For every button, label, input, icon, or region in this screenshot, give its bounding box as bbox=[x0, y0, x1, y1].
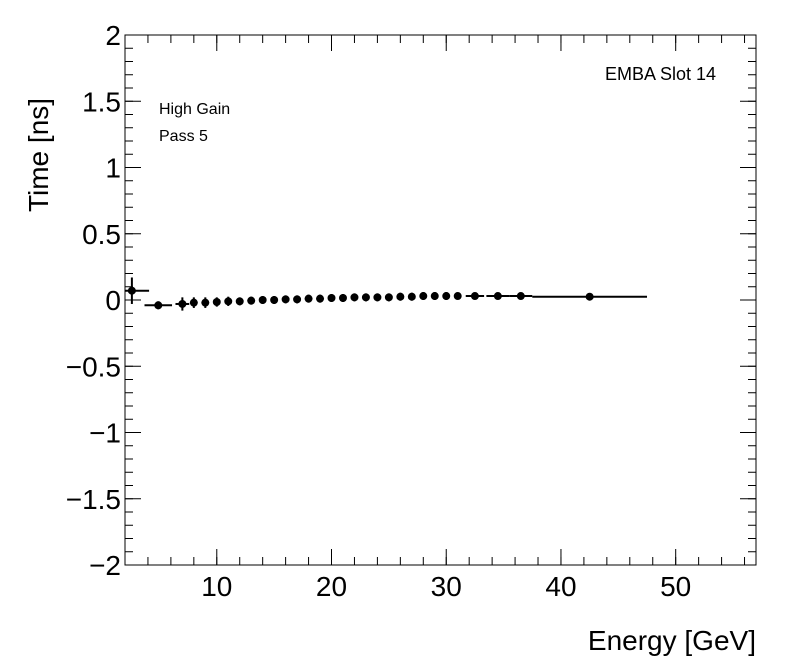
annotation-gain: High Gain bbox=[159, 101, 230, 118]
data-point bbox=[361, 293, 370, 302]
data-point bbox=[189, 297, 198, 308]
data-point bbox=[247, 296, 256, 305]
data-marker bbox=[493, 292, 502, 301]
data-marker bbox=[419, 292, 428, 301]
data-marker bbox=[430, 292, 439, 301]
data-marker bbox=[384, 293, 393, 302]
data-marker bbox=[396, 292, 405, 301]
data-point bbox=[235, 297, 244, 306]
data-marker bbox=[316, 294, 325, 303]
y-tick-label: 1.5 bbox=[82, 86, 121, 117]
data-marker bbox=[235, 297, 244, 306]
data-point bbox=[212, 297, 221, 307]
data-point bbox=[465, 292, 485, 301]
data-marker bbox=[361, 293, 370, 302]
data-point bbox=[258, 296, 267, 304]
data-marker bbox=[258, 296, 267, 304]
y-tick-label: 1 bbox=[105, 153, 121, 184]
data-marker bbox=[453, 292, 462, 301]
data-marker bbox=[154, 301, 163, 310]
data-point bbox=[338, 294, 347, 303]
data-marker bbox=[407, 292, 416, 301]
y-tick-label: 0.5 bbox=[82, 219, 121, 250]
data-marker bbox=[585, 292, 594, 301]
data-point bbox=[407, 292, 416, 301]
data-point bbox=[384, 293, 393, 302]
data-marker bbox=[304, 294, 313, 303]
data-marker bbox=[442, 292, 451, 301]
data-points bbox=[125, 277, 648, 311]
data-point bbox=[144, 301, 173, 310]
data-marker bbox=[293, 295, 302, 304]
x-axis-label: Energy [GeV] bbox=[588, 625, 756, 656]
data-marker bbox=[127, 286, 136, 295]
x-tick-labels: 10 20 30 40 50 bbox=[201, 571, 691, 602]
data-marker bbox=[281, 295, 290, 304]
data-marker bbox=[338, 294, 347, 303]
major-ticks bbox=[125, 34, 756, 566]
data-point bbox=[316, 294, 325, 303]
data-point bbox=[125, 277, 150, 304]
x-tick-label: 30 bbox=[431, 571, 462, 602]
data-point bbox=[396, 292, 405, 301]
data-marker bbox=[189, 298, 198, 307]
data-marker bbox=[178, 299, 187, 308]
data-marker bbox=[470, 292, 479, 301]
data-marker bbox=[247, 296, 256, 305]
y-tick-label: 2 bbox=[105, 20, 121, 51]
y-tick-label: −0.5 bbox=[66, 351, 121, 382]
data-marker bbox=[212, 297, 221, 306]
y-axis-label: Time [ns] bbox=[23, 98, 54, 212]
data-point bbox=[201, 297, 210, 308]
x-tick-label: 10 bbox=[201, 571, 232, 602]
x-tick-label: 20 bbox=[316, 571, 347, 602]
data-point bbox=[270, 296, 279, 304]
annotation-slot: EMBA Slot 14 bbox=[605, 64, 716, 84]
y-tick-label: −2 bbox=[89, 550, 121, 581]
data-point bbox=[453, 292, 462, 301]
data-point bbox=[281, 295, 290, 304]
data-marker bbox=[201, 298, 210, 307]
data-point bbox=[486, 292, 510, 301]
data-marker bbox=[327, 294, 336, 303]
data-point bbox=[175, 297, 190, 311]
data-marker bbox=[373, 293, 382, 302]
data-marker bbox=[516, 292, 525, 301]
y-tick-label: −1 bbox=[89, 418, 121, 449]
data-point bbox=[350, 293, 359, 302]
data-point bbox=[304, 294, 313, 303]
x-tick-label: 40 bbox=[545, 571, 576, 602]
data-point bbox=[373, 293, 382, 302]
x-tick-label: 50 bbox=[660, 571, 691, 602]
data-point bbox=[224, 296, 233, 306]
data-marker bbox=[350, 293, 359, 302]
y-tick-label: 0 bbox=[105, 285, 121, 316]
annotation-pass: Pass 5 bbox=[159, 128, 208, 145]
y-tick-label: −1.5 bbox=[66, 484, 121, 515]
data-point bbox=[430, 292, 439, 301]
y-tick-labels: −2 −1.5 −1 −0.5 0 0.5 1 1.5 2 bbox=[66, 20, 121, 581]
data-point bbox=[532, 292, 648, 301]
data-point bbox=[509, 292, 533, 301]
data-point bbox=[419, 292, 428, 301]
data-point bbox=[327, 294, 336, 303]
data-marker bbox=[224, 297, 233, 306]
data-marker bbox=[270, 296, 279, 304]
data-point bbox=[442, 292, 451, 301]
data-point bbox=[293, 295, 302, 304]
